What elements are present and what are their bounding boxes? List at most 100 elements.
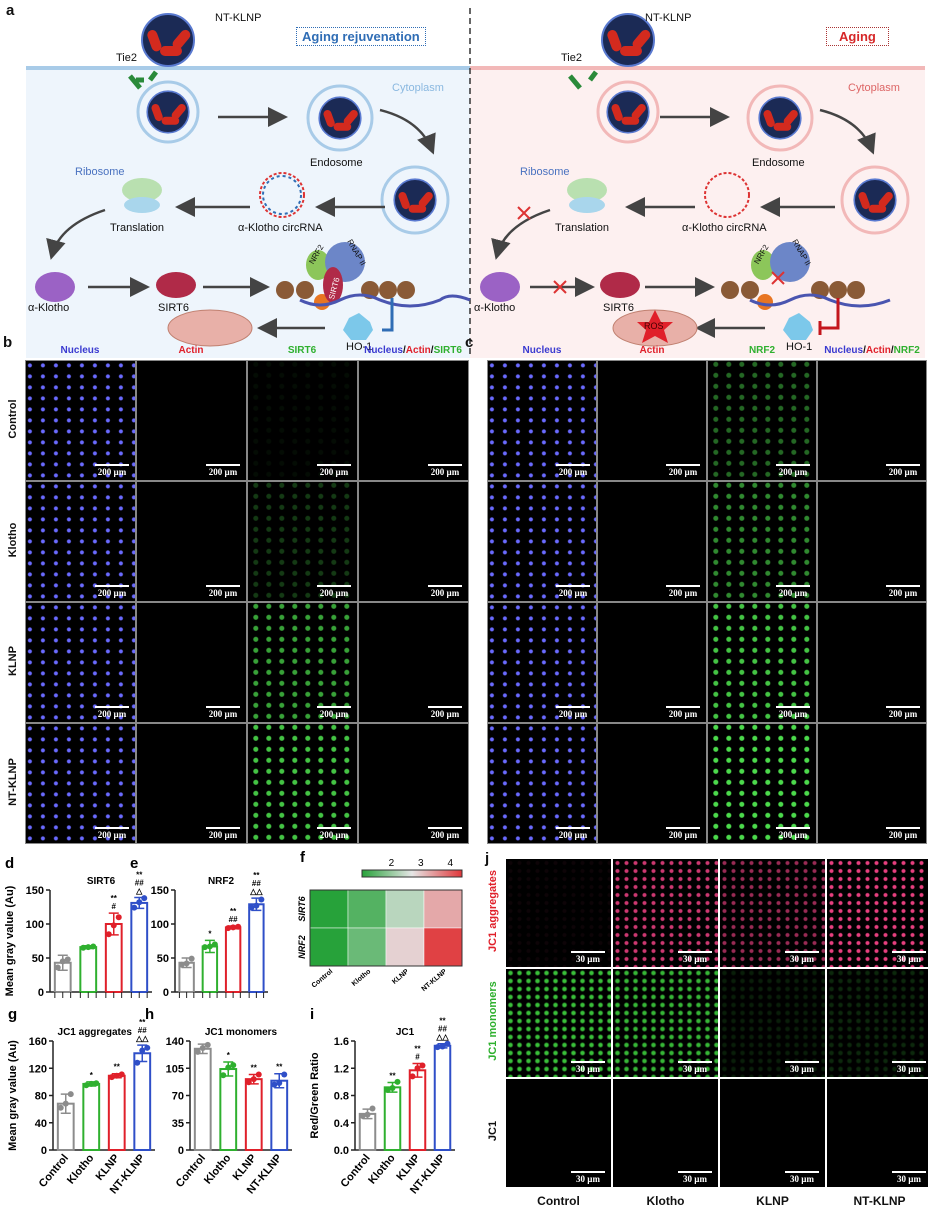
- data-point: [235, 923, 242, 930]
- scale-bar-label: 200 µm: [319, 830, 349, 840]
- scale-bar-label: 200 µm: [668, 830, 698, 840]
- scale-bar: 200 µm: [95, 827, 129, 840]
- scale-bar-label: 200 µm: [558, 588, 588, 598]
- panel-b-image: 200 µm: [25, 481, 136, 602]
- panel-j-image: 30 µm: [826, 1078, 928, 1188]
- scale-bar-line: [776, 827, 810, 829]
- scale-bar-line: [571, 1061, 605, 1063]
- x-tick-label: Klotho: [366, 1152, 398, 1187]
- significance-marker: ##: [438, 1025, 447, 1034]
- heatmap-row-label: SIRT6: [297, 895, 307, 921]
- data-point: [90, 943, 97, 950]
- significance-marker: **: [253, 871, 260, 880]
- heatmap-cell-nrf2-nt-klnp: [423, 927, 463, 967]
- heatmap-cell-sirt6-control: [309, 889, 349, 929]
- sirt6-label-right: SIRT6: [603, 302, 634, 314]
- scale-bar: 200 µm: [206, 827, 240, 840]
- chart-title: JC1 monomers: [205, 1027, 278, 1038]
- x-tick-label: Control: [37, 1152, 71, 1190]
- panel-c-image: 200 µm: [487, 723, 597, 844]
- scale-bar-line: [571, 951, 605, 953]
- column-label: Control: [537, 1194, 580, 1208]
- scale-bar-line: [886, 464, 920, 466]
- significance-marker: ##: [138, 1026, 147, 1035]
- scale-bar-line: [892, 1061, 926, 1063]
- significance-marker: *: [227, 1051, 231, 1060]
- chart-title: NRF2: [208, 876, 235, 887]
- scale-bar-label: 30 µm: [683, 1174, 707, 1184]
- data-point: [225, 925, 232, 932]
- data-point: [394, 1078, 401, 1085]
- circrna-label-left: α-Klotho circRNA: [238, 222, 323, 234]
- scale-bar-label: 30 µm: [897, 954, 921, 964]
- data-point: [93, 1080, 100, 1087]
- panel-c-column-header: NRF2: [707, 345, 817, 356]
- cytoplasm-label-right: Cytoplasm: [848, 82, 900, 94]
- y-axis-label: Mean gray value (Au): [7, 1040, 19, 1151]
- scale-bar: 200 µm: [776, 585, 810, 598]
- scale-bar-line: [317, 706, 351, 708]
- data-point: [178, 961, 185, 968]
- panel-label: h: [145, 1006, 154, 1023]
- significance-marker: **: [111, 894, 118, 903]
- panel-j-image: 30 µm: [826, 968, 928, 1078]
- scale-bar: 200 µm: [556, 706, 590, 719]
- scale-bar-label: 200 µm: [888, 588, 918, 598]
- scale-bar: 30 µm: [571, 951, 605, 964]
- scale-bar-line: [317, 585, 351, 587]
- scale-bar: 200 µm: [95, 464, 129, 477]
- scale-bar-label: 30 µm: [790, 1174, 814, 1184]
- header-part: SIRT6: [287, 345, 317, 356]
- data-point: [444, 1040, 451, 1047]
- scale-bar: 30 µm: [892, 951, 926, 964]
- scale-bar-line: [776, 464, 810, 466]
- significance-marker: ##: [135, 878, 144, 887]
- scale-bar-line: [428, 464, 462, 466]
- panel-c-image: 200 µm: [707, 481, 817, 602]
- data-point: [113, 1072, 120, 1079]
- header-part: Nucleus: [522, 345, 562, 356]
- scale-bar-label: 30 µm: [897, 1174, 921, 1184]
- data-point: [250, 1076, 257, 1083]
- significance-marker: **: [114, 1063, 121, 1072]
- heatmap-cell-nrf2-klnp: [385, 927, 425, 967]
- row-label: JC1 monomers: [487, 981, 499, 1061]
- x-tick-label: Klotho: [65, 1152, 97, 1187]
- mechanism-diagram: [26, 8, 925, 358]
- panel-c-image: 200 µm: [707, 602, 817, 723]
- scale-bar: 30 µm: [571, 1171, 605, 1184]
- data-point: [276, 1080, 283, 1087]
- scale-bar-label: 200 µm: [319, 588, 349, 598]
- data-point: [115, 914, 122, 921]
- data-point: [59, 958, 66, 965]
- scale-bar-label: 200 µm: [888, 709, 918, 719]
- scale-bar: 200 µm: [206, 464, 240, 477]
- scale-bar-label: 200 µm: [558, 467, 588, 477]
- scale-bar-line: [776, 706, 810, 708]
- ribosome-label-left: Ribosome: [75, 166, 125, 178]
- panel-c-image: 200 µm: [817, 602, 927, 723]
- panel-j-image: 30 µm: [826, 858, 928, 968]
- panel-j-image: 30 µm: [505, 858, 612, 968]
- panel-j-image: 30 µm: [719, 858, 826, 968]
- aging-rejuvenation-title: Aging rejuvenation: [296, 27, 426, 46]
- scale-bar-line: [556, 827, 590, 829]
- scale-bar-label: 200 µm: [888, 467, 918, 477]
- y-tick-label: 120: [29, 1063, 47, 1075]
- scale-bar-label: 30 µm: [576, 1174, 600, 1184]
- ho1-label-left: HO-1: [346, 341, 373, 353]
- panel-c-image: 200 µm: [817, 481, 927, 602]
- y-tick-label: 105: [166, 1063, 184, 1075]
- data-point: [258, 896, 265, 903]
- scale-bar: 30 µm: [785, 951, 819, 964]
- heatmap-cell-sirt6-nt-klnp: [423, 889, 463, 929]
- bar-klotho: [79, 946, 98, 994]
- panel-b-image: 200 µm: [136, 360, 247, 481]
- scale-bar: 200 µm: [556, 827, 590, 840]
- scale-bar-label: 200 µm: [558, 709, 588, 719]
- scale-bar-label: 200 µm: [430, 709, 460, 719]
- panel-label: f: [300, 849, 306, 866]
- panel-j-image: 30 µm: [719, 1078, 826, 1188]
- klotho-label-left: α-Klotho: [28, 302, 70, 314]
- data-point: [389, 1085, 396, 1092]
